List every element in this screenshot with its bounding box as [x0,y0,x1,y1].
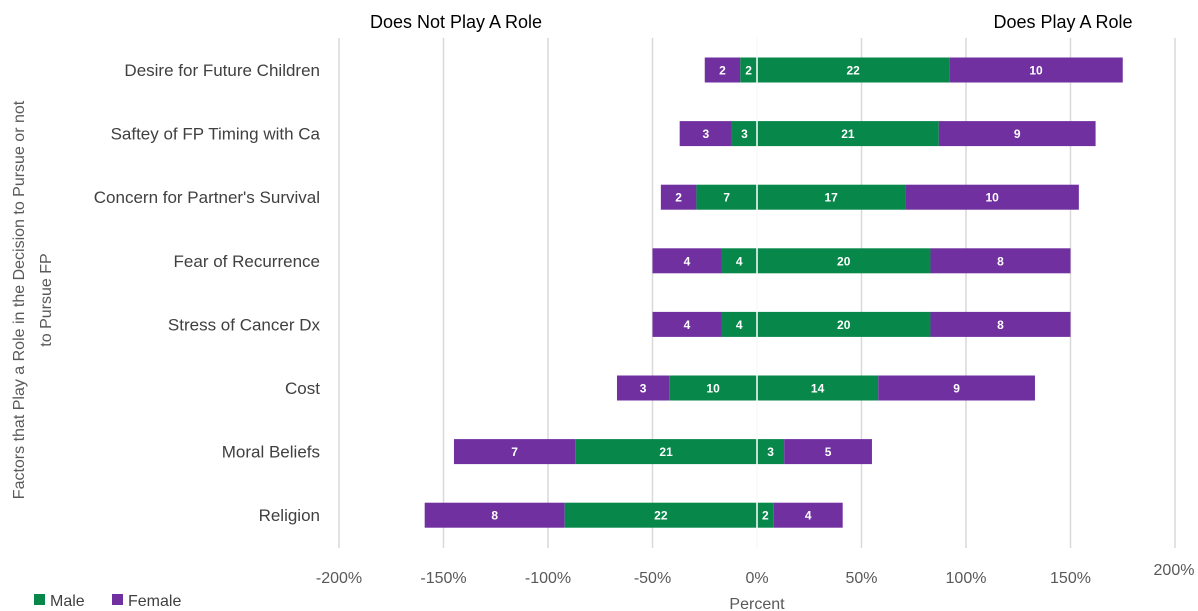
bar-female-no [652,311,722,337]
category-label: Moral Beliefs [222,443,320,462]
data-label: 8 [491,509,498,523]
data-label: 2 [675,191,682,205]
x-tick-label: -150% [420,570,466,587]
data-label: 8 [997,318,1004,332]
data-label: 7 [723,191,730,205]
x-tick-label: 200% [1154,562,1195,579]
bar-female-yes [938,121,1096,147]
data-label: 4 [805,509,812,523]
data-label: 4 [684,318,691,332]
data-label: 2 [719,64,726,78]
bar-male-no [721,248,757,274]
bar-male-yes [757,502,774,528]
bar-female-no [424,502,565,528]
bar-male-no [721,311,757,337]
bar-female-no [660,184,697,210]
data-label: 10 [985,191,999,205]
data-label: 7 [511,445,518,459]
data-label: 2 [745,64,752,78]
legend-swatch-female [112,594,123,605]
bar-male-yes [757,121,939,147]
data-label: 2 [762,509,769,523]
bar-male-yes [757,439,785,465]
category-label: Concern for Partner's Survival [94,188,320,207]
x-tick-labels: -200% -150% -100% -50% 0% 50% 100% 150% 200% [316,562,1195,587]
legend-swatch-male [34,594,45,605]
bar-female-yes [905,184,1079,210]
data-label: 10 [1029,64,1043,78]
data-label: 9 [953,382,960,396]
category-label: Religion [259,506,320,525]
bar-female-yes [878,375,1035,401]
legend: Male Female [34,593,181,610]
bar-male-no [669,375,757,401]
y-axis-label-line-1: Factors that Play a Role in the Decision… [11,100,28,499]
bar-female-yes [784,439,872,465]
header-left: Does Not Play A Role [370,12,542,32]
bar-female-no [704,57,741,83]
data-label: 4 [736,318,743,332]
x-tick-label: 0% [745,570,768,587]
data-label: 20 [837,318,851,332]
category-label: Saftey of FP Timing with Ca [111,125,321,144]
data-label: 14 [811,382,825,396]
y-axis-label-line-2: to Pursue FP [38,253,55,346]
data-label: 3 [767,445,774,459]
x-tick-label: 150% [1050,570,1091,587]
x-tick-label: -50% [634,570,671,587]
data-label: 10 [706,382,720,396]
legend-label-female: Female [128,593,181,610]
data-label: 17 [825,191,839,205]
bars: 2 2 22 103 3 21 92 7 17 104 4 20 84 4 20 83 10 14 97 21 3 58 2… [424,38,1123,548]
data-label: 3 [640,382,647,396]
data-label: 3 [741,127,748,141]
data-label: 4 [736,254,743,268]
data-label: 20 [837,254,851,268]
bar-male-no [564,502,757,528]
bar-female-no [652,248,722,274]
bar-male-no [740,57,757,83]
bar-female-no [679,121,732,147]
category-label: Cost [285,379,320,398]
bar-male-yes [757,375,879,401]
data-label: 4 [684,254,691,268]
bar-male-no [575,439,757,465]
data-label: 3 [702,127,709,141]
legend-label-male: Male [50,593,85,610]
category-label: Stress of Cancer Dx [168,315,321,334]
category-label: Desire for Future Children [124,61,320,80]
header-right: Does Play A Role [993,12,1132,32]
bar-male-no [731,121,757,147]
bar-male-yes [757,311,931,337]
x-tick-label: 100% [946,570,987,587]
data-label: 21 [841,127,855,141]
x-axis-label: Percent [729,596,785,611]
bar-female-no [453,439,576,465]
data-label: 22 [654,509,668,523]
bar-male-yes [757,57,950,83]
data-label: 22 [846,64,860,78]
data-label: 21 [659,445,673,459]
data-label: 8 [997,254,1004,268]
bar-male-no [696,184,757,210]
bar-female-yes [930,311,1071,337]
x-tick-label: -100% [525,570,571,587]
bar-female-yes [949,57,1123,83]
x-tick-label: -200% [316,570,362,587]
bar-female-no [616,375,670,401]
category-labels: Desire for Future Children Saftey of FP T… [94,61,321,525]
data-label: 9 [1014,127,1021,141]
bar-female-yes [930,248,1071,274]
data-label: 5 [825,445,832,459]
bar-male-yes [757,248,931,274]
x-tick-label: 50% [845,570,877,587]
category-label: Fear of Recurrence [174,252,320,271]
bar-female-yes [773,502,843,528]
bar-male-yes [757,184,906,210]
